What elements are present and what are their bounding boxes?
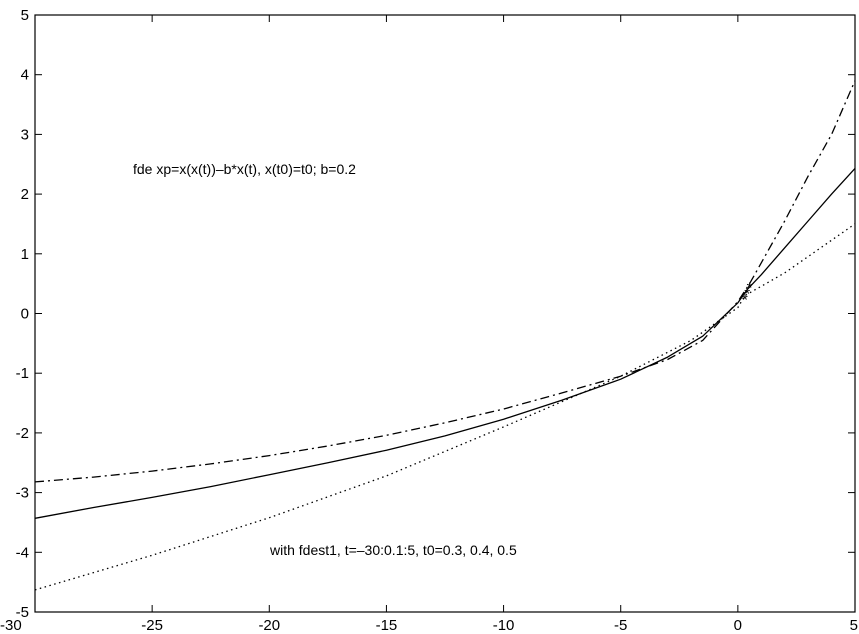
y-tick-label: 5: [21, 7, 29, 24]
star-marker: *: [747, 280, 753, 297]
x-tick-labels: -30 -25 -20 -15 -10 -5 0 5: [0, 617, 858, 634]
y-tick-label: -5: [16, 604, 29, 621]
axis-ticks: [34, 14, 856, 613]
annotation-equation: fde xp=x(x(t))–b*x(t), x(t0)=t0; b=0.2: [133, 161, 356, 177]
x-tick-label: -15: [376, 617, 398, 634]
x-tick-label: 5: [850, 617, 858, 634]
star-marker: *: [744, 286, 750, 303]
y-tick-label: 3: [21, 126, 29, 143]
x-tick-label: 0: [734, 617, 742, 634]
y-tick-label: -2: [16, 425, 29, 442]
start-markers: ***: [742, 280, 753, 309]
y-tick-labels: -5 -4 -3 -2 -1 0 1 2 3 4 5: [16, 7, 29, 621]
y-tick-label: 1: [21, 246, 29, 263]
y-tick-label: -1: [16, 365, 29, 382]
plot-area: [34, 14, 856, 613]
y-tick-label: 0: [21, 306, 29, 323]
series-line-dashdot: [34, 80, 856, 483]
x-tick-label: -25: [141, 617, 163, 634]
x-tick-label: -30: [0, 617, 22, 634]
x-tick-label: -20: [258, 617, 280, 634]
y-tick-label: 2: [21, 186, 29, 203]
y-tick-label: -3: [16, 485, 29, 502]
star-marker: *: [742, 292, 748, 309]
x-tick-label: -5: [614, 617, 627, 634]
y-tick-label: 4: [21, 67, 29, 84]
x-tick-label: -10: [493, 617, 515, 634]
y-tick-label: -4: [16, 544, 29, 561]
series-line-solid: [34, 167, 856, 519]
series-lines: [34, 80, 856, 591]
annotation-parameters: with fdest1, t=–30:0.1:5, t0=0.3, 0.4, 0…: [269, 542, 517, 558]
